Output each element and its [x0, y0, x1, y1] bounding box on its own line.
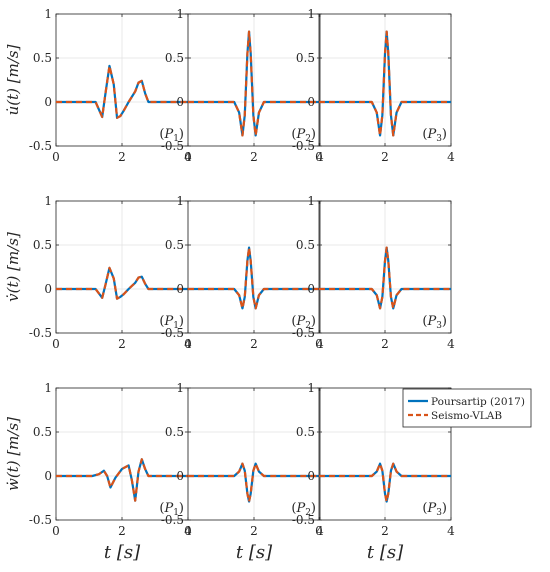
y-tick-label: 0	[176, 282, 184, 296]
y-tick-label: 1	[44, 381, 52, 395]
y-tick-label: 0.5	[165, 238, 184, 252]
x-tick-label: 0	[315, 337, 323, 351]
y-tick-label: 0	[176, 469, 184, 483]
y-tick-label: 0.5	[165, 425, 184, 439]
x-axis-label-col-3: t [s]	[367, 542, 404, 563]
series-line-seismo-vlab	[319, 462, 451, 503]
x-tick-label: 2	[118, 150, 126, 164]
y-tick-label: 0	[44, 469, 52, 483]
series-line-poursartip	[56, 458, 188, 502]
x-tick-label: 0	[52, 524, 60, 538]
y-axis-label-row-1: u̇(t) [m/s]	[4, 44, 22, 115]
series-line-seismo-vlab	[319, 246, 451, 310]
series-line-seismo-vlab	[188, 462, 320, 503]
series-line-seismo-vlab	[56, 266, 188, 300]
x-tick-label: 2	[250, 524, 258, 538]
y-tick-label: 1	[307, 7, 315, 21]
y-tick-label: 1	[176, 194, 184, 208]
y-tick-label: -0.5	[292, 139, 315, 153]
y-tick-label: -0.5	[29, 326, 52, 340]
panel-r3-c2: 0 2 4-0.500.51(P2)	[161, 381, 324, 538]
legend-entry-label: Poursartip (2017)	[431, 396, 525, 408]
y-tick-label: 0.5	[296, 425, 315, 439]
x-axis-label-col-2: t [s]	[236, 542, 273, 563]
series-line-seismo-vlab	[319, 30, 451, 137]
y-tick-label: 0	[176, 95, 184, 109]
y-tick-label: 0.5	[296, 238, 315, 252]
x-tick-label: 4	[184, 150, 192, 164]
y-tick-label: 1	[307, 194, 315, 208]
y-tick-label: -0.5	[161, 513, 184, 527]
y-axis-label-row-2: v̇(t) [m/s]	[4, 232, 22, 302]
y-tick-label: 0	[44, 282, 52, 296]
x-tick-label: 2	[250, 337, 258, 351]
x-tick-label: 0	[52, 337, 60, 351]
series-line-seismo-vlab	[188, 30, 320, 137]
y-tick-label: 1	[44, 194, 52, 208]
y-tick-label: 0	[307, 95, 315, 109]
x-tick-label: 2	[381, 337, 389, 351]
x-tick-label: 4	[316, 337, 324, 351]
x-tick-label: 4	[447, 150, 455, 164]
x-tick-label: 0	[315, 524, 323, 538]
x-tick-label: 4	[447, 524, 455, 538]
y-tick-label: 0	[307, 282, 315, 296]
panel-label: (P3)	[422, 501, 447, 518]
y-tick-label: -0.5	[29, 513, 52, 527]
y-tick-label: 1	[44, 7, 52, 21]
panel-label: (P3)	[422, 127, 447, 144]
x-tick-label: 0	[315, 150, 323, 164]
y-tick-label: -0.5	[161, 326, 184, 340]
y-tick-label: 0.5	[33, 238, 52, 252]
x-tick-label: 0	[184, 150, 192, 164]
y-tick-label: 1	[176, 7, 184, 21]
x-tick-label: 4	[316, 150, 324, 164]
x-tick-label: 4	[184, 337, 192, 351]
x-tick-label: 2	[118, 337, 126, 351]
x-tick-label: 2	[250, 150, 258, 164]
y-tick-label: 0	[44, 95, 52, 109]
series-line-seismo-vlab	[188, 246, 320, 310]
x-tick-label: 2	[381, 150, 389, 164]
panel-r2-c3: 0 2 4-0.500.51(P3)	[292, 194, 455, 351]
y-tick-label: 0	[307, 469, 315, 483]
y-tick-label: -0.5	[29, 139, 52, 153]
legend-box	[402, 388, 532, 428]
y-tick-label: 0.5	[33, 51, 52, 65]
y-tick-label: -0.5	[292, 513, 315, 527]
y-tick-label: 0.5	[296, 51, 315, 65]
series-line-seismo-vlab	[56, 64, 188, 119]
y-tick-label: 1	[307, 381, 315, 395]
y-tick-label: 0.5	[33, 425, 52, 439]
x-axis-label-col-1: t [s]	[104, 542, 141, 563]
x-tick-label: 2	[118, 524, 126, 538]
x-tick-label: 2	[381, 524, 389, 538]
legend: Poursartip (2017) Seismo-VLAB	[402, 388, 532, 428]
y-tick-label: 1	[176, 381, 184, 395]
y-tick-label: -0.5	[161, 139, 184, 153]
panel-label: (P3)	[422, 314, 447, 331]
x-tick-label: 0	[184, 524, 192, 538]
y-axis-label-row-3: ẇ(t) [m/s]	[4, 417, 22, 491]
legend-entry-label: Seismo-VLAB	[431, 410, 502, 422]
x-tick-label: 4	[184, 524, 192, 538]
panel-r1-c3: 0 2 4-0.500.51(P3)	[292, 7, 455, 164]
y-tick-label: 0.5	[165, 51, 184, 65]
y-tick-label: -0.5	[292, 326, 315, 340]
x-tick-label: 0	[184, 337, 192, 351]
panel-r1-c2: 0 2 4-0.500.51(P2)	[161, 7, 324, 164]
x-tick-label: 0	[52, 150, 60, 164]
x-tick-label: 4	[447, 337, 455, 351]
panel-r3-c1: 0 2 4-0.500.51(P1)	[29, 381, 192, 538]
x-tick-label: 4	[316, 524, 324, 538]
